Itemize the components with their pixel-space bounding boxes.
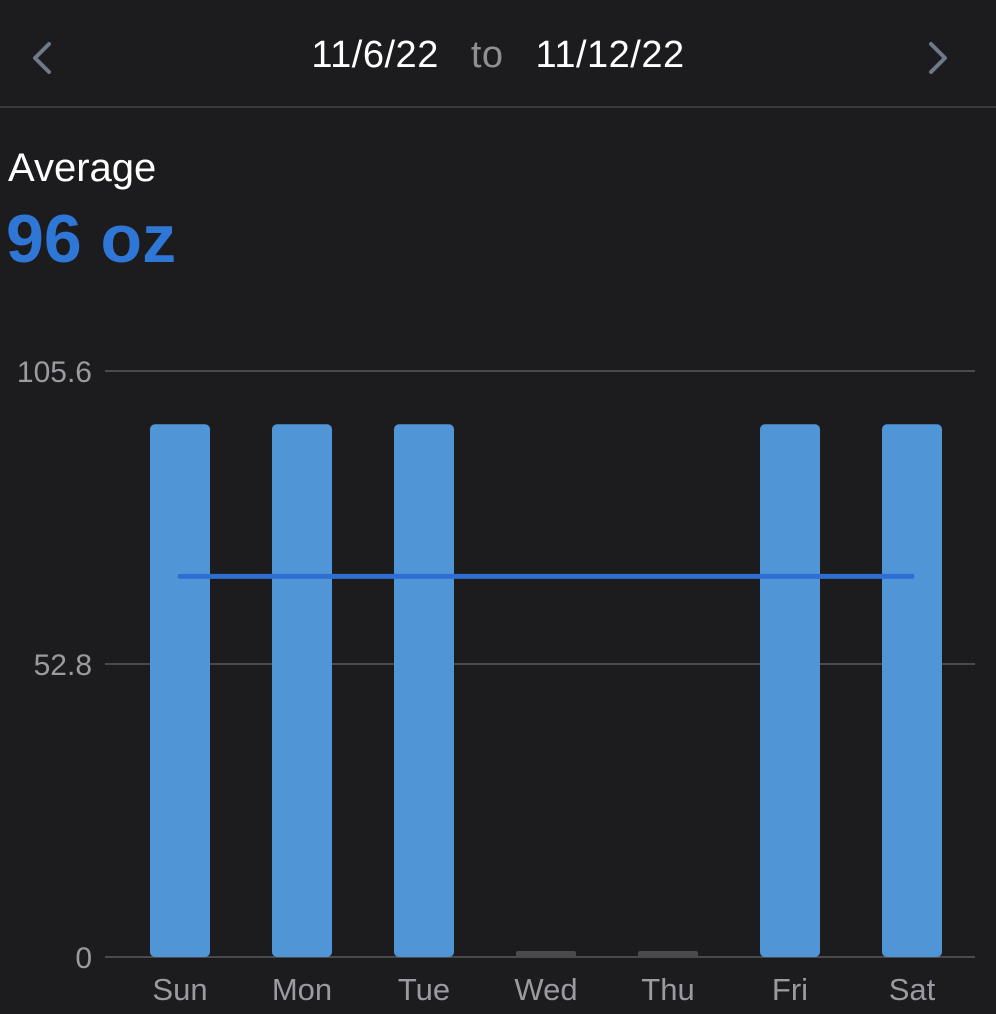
summary-label: Average xyxy=(8,146,157,190)
start-date: 11/6/22 xyxy=(311,34,439,76)
y-tick-label: 105.6 xyxy=(17,356,92,389)
date-range-header: 11/6/22 to 11/12/22 xyxy=(0,0,996,108)
x-tick-label: Tue xyxy=(398,972,450,1007)
previous-week-button[interactable] xyxy=(12,28,72,88)
bar-thu xyxy=(638,951,698,957)
bar-tue xyxy=(394,424,454,958)
date-range: 11/6/22 to 11/12/22 xyxy=(0,34,996,77)
y-tick-label: 52.8 xyxy=(34,649,92,682)
bar-wed xyxy=(516,951,576,957)
x-tick-label: Wed xyxy=(514,972,577,1007)
chevron-right-icon xyxy=(929,42,947,74)
to-label: to xyxy=(470,34,504,76)
x-tick-label: Mon xyxy=(272,972,332,1007)
bar-sun xyxy=(150,424,210,958)
next-week-button[interactable] xyxy=(908,28,968,88)
x-tick-label: Fri xyxy=(772,972,808,1007)
x-tick-label: Sun xyxy=(152,972,207,1007)
end-date: 11/12/22 xyxy=(535,34,685,76)
x-tick-label: Sat xyxy=(889,972,936,1007)
summary-value: 96 oz xyxy=(6,201,177,277)
bar-mon xyxy=(272,424,332,958)
bar-fri xyxy=(760,424,820,958)
x-tick-label: Thu xyxy=(641,972,694,1007)
y-tick-label: 0 xyxy=(75,942,92,975)
bar-sat xyxy=(882,424,942,958)
chevron-left-icon xyxy=(33,42,51,74)
